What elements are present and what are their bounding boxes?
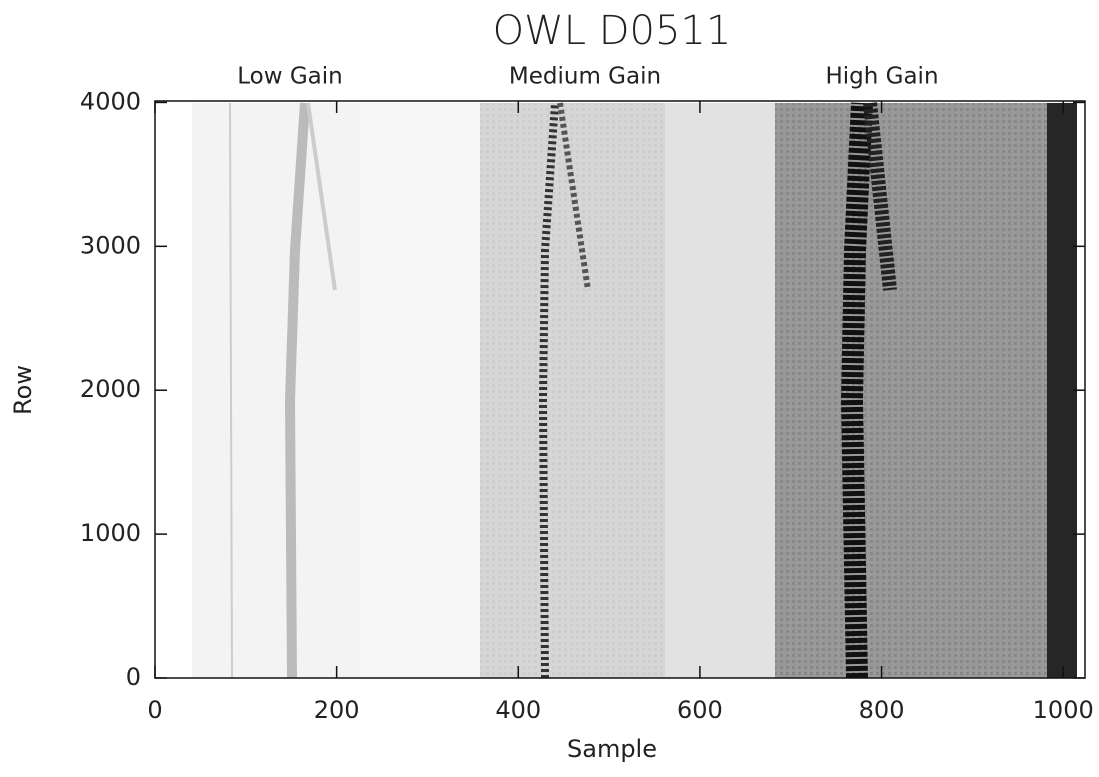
x-axis-label: Sample — [567, 735, 657, 763]
x-tick-label: 800 — [859, 696, 905, 724]
image — [192, 102, 1077, 679]
annotation: Low Gain — [237, 64, 343, 90]
x-tick-label: 0 — [147, 696, 162, 724]
y-tick-label: 4000 — [80, 87, 141, 115]
y-axis-label: Row — [9, 365, 37, 415]
x-tick-label: 1000 — [1033, 696, 1094, 724]
x-tick-label: 400 — [495, 696, 541, 724]
x-tick-label: 200 — [314, 696, 360, 724]
x-tick-label: 600 — [677, 696, 723, 724]
chart-title: OWL D0511 — [493, 8, 732, 54]
y-tick-label: 3000 — [80, 231, 141, 259]
annotation: High Gain — [825, 64, 938, 90]
y-tick-label: 0 — [126, 663, 141, 691]
y-tick-label: 1000 — [80, 519, 141, 547]
annotation: Medium Gain — [509, 64, 661, 90]
y-tick-label: 2000 — [80, 375, 141, 403]
